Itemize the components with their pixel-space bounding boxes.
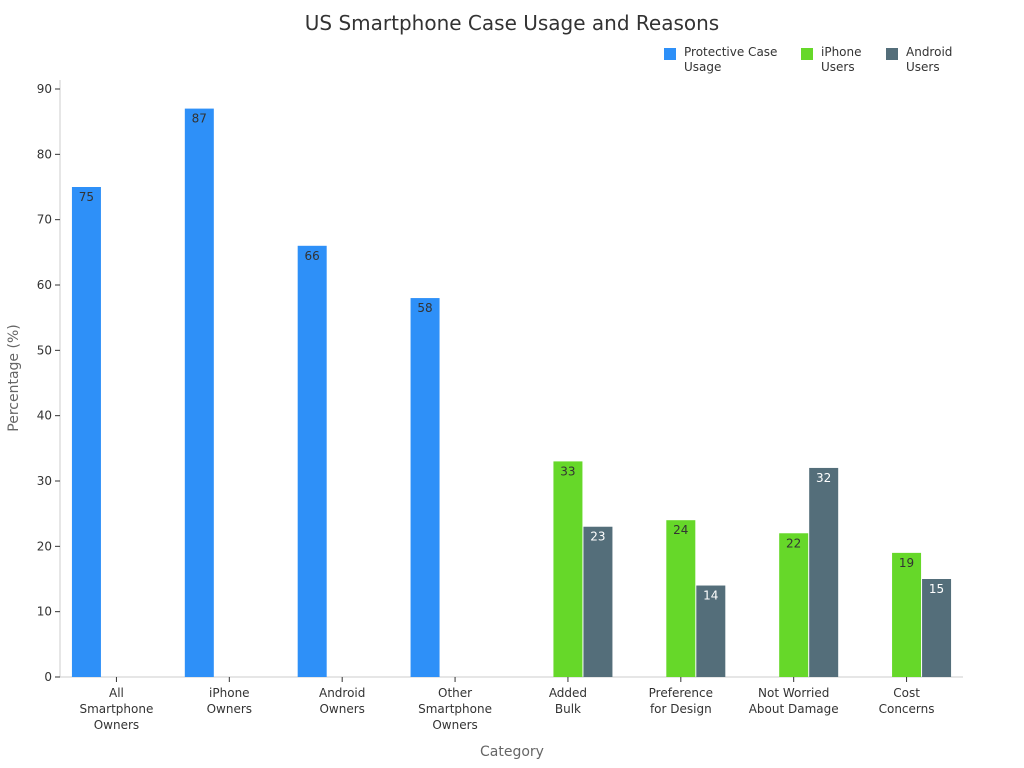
legend-label: iPhone Users (821, 45, 862, 74)
data-label: 19 (899, 556, 914, 570)
bar (892, 552, 922, 677)
y-tick-label: 50 (37, 343, 52, 357)
data-label: 66 (305, 249, 320, 263)
y-tick-label: 0 (44, 670, 52, 684)
data-label: 14 (703, 589, 718, 603)
data-label: 22 (786, 536, 801, 550)
legend-label: Android Users (906, 45, 952, 74)
y-tick-label: 10 (37, 605, 52, 619)
x-tick-label: Android Owners (319, 686, 365, 716)
x-tick-label: Added Bulk (549, 686, 587, 716)
bar (184, 108, 214, 678)
data-label: 24 (673, 523, 688, 537)
chart-title: US Smartphone Case Usage and Reasons (305, 11, 719, 35)
legend-swatch (664, 48, 676, 60)
y-tick-label: 70 (37, 213, 52, 227)
y-tick-label: 40 (37, 409, 52, 423)
y-tick-label: 20 (37, 539, 52, 553)
x-tick-label: Preference for Design (649, 686, 713, 716)
x-tick-label: Not Worried About Damage (749, 686, 839, 716)
data-label: 33 (560, 464, 575, 478)
data-label: 23 (590, 530, 605, 544)
x-tick-label: Cost Concerns (879, 686, 935, 716)
bar (922, 579, 952, 677)
legend-swatch (801, 48, 813, 60)
bar (71, 187, 101, 677)
bar (696, 585, 726, 677)
data-label: 32 (816, 471, 831, 485)
y-axis-label: Percentage (%) (6, 324, 22, 431)
legend-label: Protective Case Usage (684, 45, 777, 74)
bar (666, 520, 696, 677)
x-tick-label: iPhone Owners (207, 686, 252, 716)
data-label: 87 (192, 112, 207, 126)
legend-swatch (886, 48, 898, 60)
bar (779, 533, 809, 677)
y-tick-label: 30 (37, 474, 52, 488)
data-label: 58 (417, 301, 432, 315)
y-tick-label: 60 (37, 278, 52, 292)
bar (583, 526, 613, 677)
bar (809, 467, 839, 677)
x-tick-label: All Smartphone Owners (80, 686, 154, 732)
bar (410, 298, 440, 677)
y-tick-label: 80 (37, 147, 52, 161)
x-tick-label: Other Smartphone Owners (418, 686, 492, 732)
bar (297, 245, 327, 678)
data-label: 15 (929, 582, 944, 596)
x-axis-label: Category (480, 744, 544, 760)
y-tick-label: 90 (37, 82, 52, 96)
bar (553, 461, 583, 677)
data-label: 75 (79, 190, 94, 204)
